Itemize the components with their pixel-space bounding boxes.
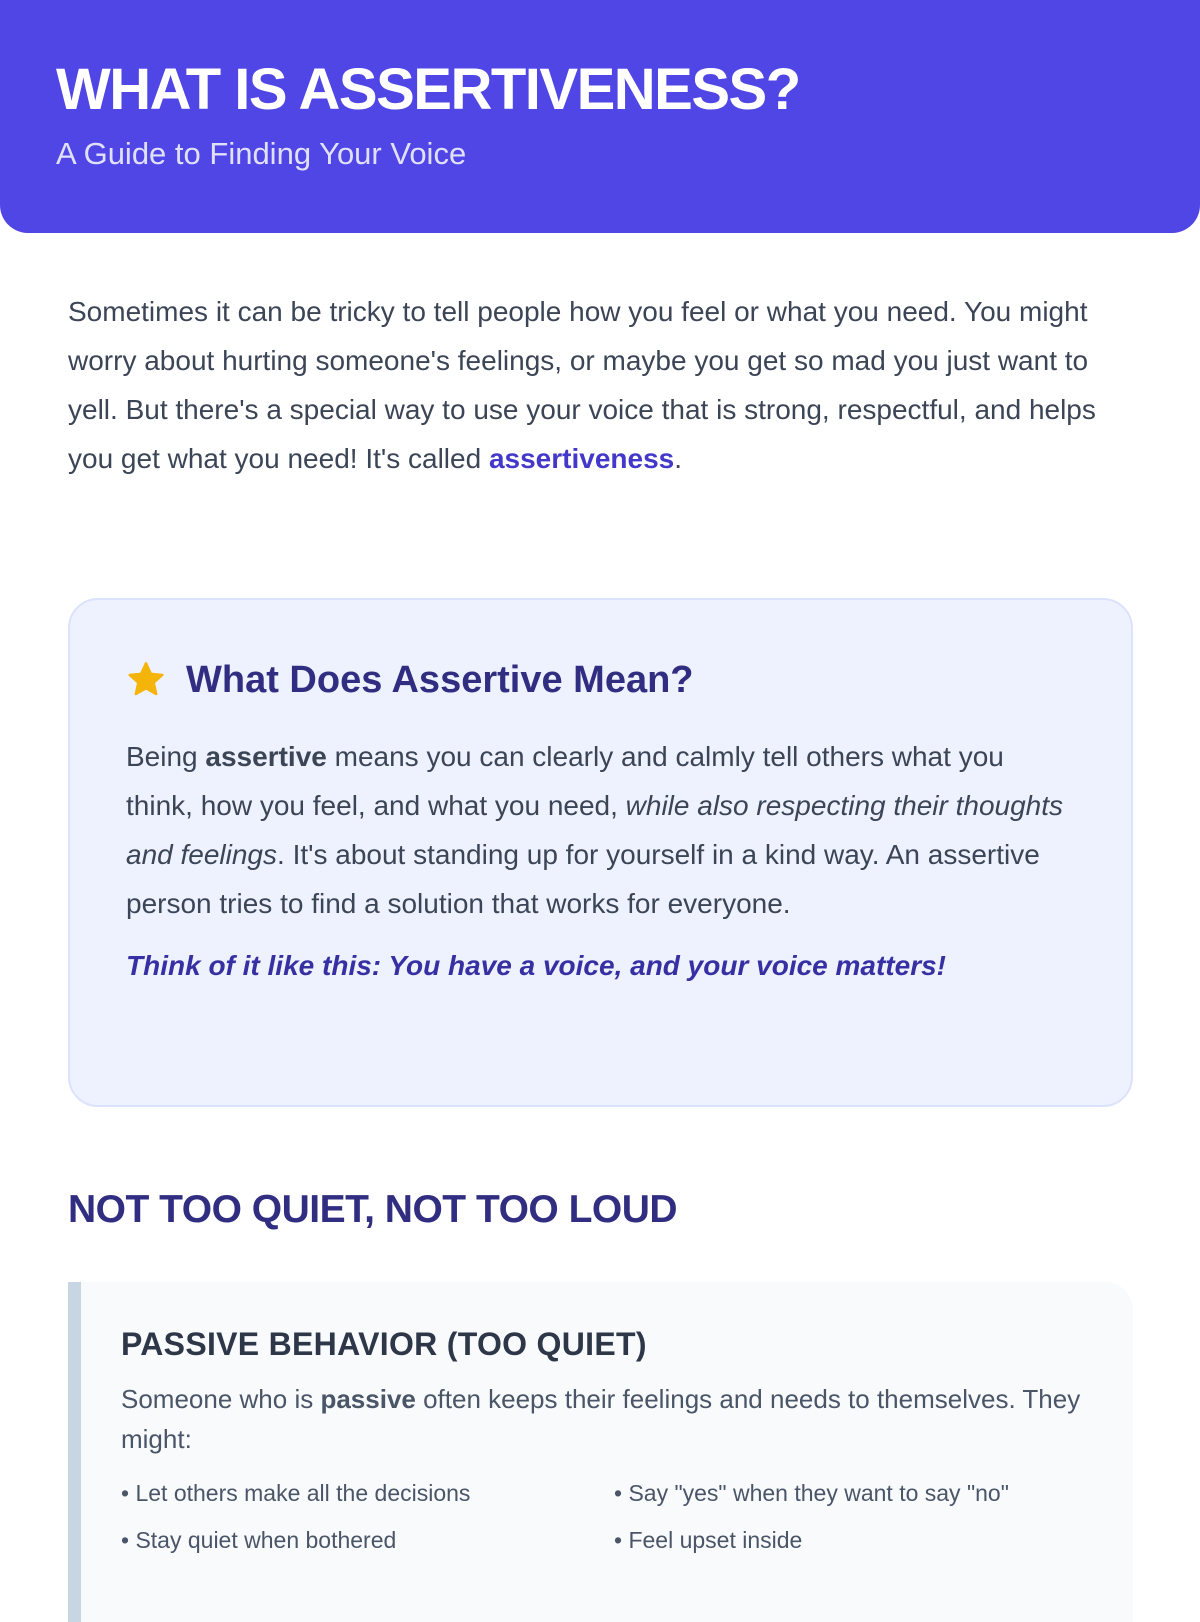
list-item: • Say "yes" when they want to say "no" [614,1480,1009,1506]
page-header: WHAT IS ASSERTIVENESS? A Guide to Findin… [0,0,1200,233]
definition-text: Being assertive means you can clearly an… [126,741,1064,919]
list-item: • Stay quiet when bothered [121,1527,397,1553]
definition-quote: Think of it like this: You have a voice,… [126,950,946,981]
list-item: • Feel upset inside [614,1527,803,1553]
definition-title: What Does Assertive Mean? [186,659,694,701]
definition-heading: What Does Assertive Mean? [126,650,1075,710]
passive-card: PASSIVE BEHAVIOR (TOO QUIET) Someone who… [68,1282,1133,1622]
section-heading: NOT TOO QUIET, NOT TOO LOUD [68,1188,678,1231]
intro-paragraph: Sometimes it can be tricky to tell peopl… [68,287,1128,483]
passive-text: Someone who is passive often keeps their… [121,1384,1081,1454]
intro-end: . [674,443,682,474]
star-icon [128,662,164,696]
highlight-term: assertiveness [488,443,675,474]
page-subtitle: A Guide to Finding Your Voice [56,136,467,171]
passive-heading: PASSIVE BEHAVIOR (TOO QUIET) [121,1326,647,1362]
intro-text: Sometimes it can be tricky to tell peopl… [68,296,1096,474]
page-title: WHAT IS ASSERTIVENESS? [56,57,801,122]
list-item: • Let others make all the decisions [121,1480,471,1506]
passive-list: • Let others make all the decisions • Sa… [121,1475,1093,1559]
definition-card: What Does Assertive Mean? Being assertiv… [68,598,1133,1107]
